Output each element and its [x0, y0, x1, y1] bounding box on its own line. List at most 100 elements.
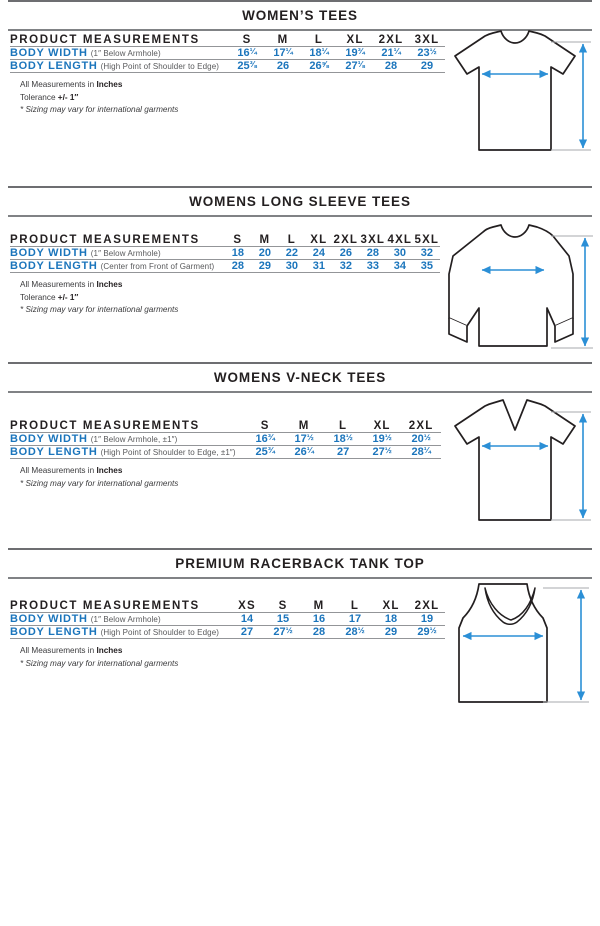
section-divider-under-title: [8, 577, 592, 579]
table-row-body-width: BODY WIDTH (1″ Below Armhole) 14 15 16 17 18…: [10, 612, 446, 626]
section-divider-top: [8, 362, 592, 364]
size-table: PRODUCT MEASUREMENTS S M L XL 2XL BODY WIDTH…: [10, 420, 441, 459]
product-measurements-header: PRODUCT MEASUREMENTS: [10, 234, 200, 246]
measurements-table-wrap: PRODUCT MEASUREMENTS S M L XL 2XL BODY WIDTH…: [0, 420, 441, 490]
body-length-label-cell: BODY LENGTH (High Point of Shoulder to E…: [10, 625, 230, 639]
product-measurements-header: PRODUCT MEASUREMENTS: [10, 600, 200, 612]
footnotes: All Measurements in Inches * Sizing may …: [10, 459, 441, 490]
table-row-body-length: BODY LENGTH (High Point of Shoulder to E…: [10, 59, 446, 73]
section-womens-v-neck-tees: WOMENS V-NECK TEES PRODUCT MEASUREMENTS …: [0, 362, 600, 548]
table-row-body-width: BODY WIDTH (1″ Below Armhole, ±1″) 16¾ 17…: [10, 432, 441, 446]
body-length-label: BODY LENGTH: [10, 60, 98, 72]
size-header-3xl: 3XL: [414, 34, 440, 46]
size-header-m: M: [298, 420, 310, 432]
body-length-value: 25¾: [245, 445, 285, 459]
body-length-value: 27: [323, 445, 363, 459]
body-width-value: 22: [278, 246, 306, 260]
size-header-m: M: [277, 34, 289, 46]
body-length-value: 27½: [362, 445, 402, 459]
body-width-value: 18: [373, 612, 410, 626]
size-header-s: S: [242, 34, 252, 46]
footnote-units: All Measurements in Inches: [20, 646, 123, 655]
section-title: WOMENS V-NECK TEES: [213, 370, 387, 385]
body-width-value: 30: [386, 246, 414, 260]
size-header-3xl: 3XL: [360, 234, 386, 246]
body-width-value: 28: [359, 246, 387, 260]
size-header-s: S: [260, 420, 270, 432]
body-width-value: 14: [229, 612, 266, 626]
body-width-label: BODY WIDTH: [10, 47, 88, 59]
size-header-m: M: [259, 234, 271, 246]
footnote-international: * Sizing may vary for international garm…: [20, 658, 179, 668]
body-width-value: 19: [409, 612, 446, 626]
footnote-units: All Measurements in Inches: [20, 280, 123, 289]
size-header-2xl: 2XL: [378, 34, 404, 46]
footnote-international: * Sizing may vary for international garm…: [20, 105, 179, 115]
measurements-table-wrap: PRODUCT MEASUREMENTS S M L XL 2XL 3XL BODY WI…: [0, 34, 446, 117]
body-length-label-cell: BODY LENGTH (High Point of Shoulder to E…: [10, 445, 246, 459]
footnote-international: * Sizing may vary for international garm…: [20, 478, 179, 488]
table-row-body-width: BODY WIDTH (1″ Below Armhole) 18 20 22 24 26…: [10, 246, 441, 260]
size-table: PRODUCT MEASUREMENTS S M L XL 2XL 3XL BODY WI…: [10, 34, 446, 73]
section-womens-long-sleeve-tees: WOMENS LONG SLEEVE TEES PRODUCT MEASUREM…: [0, 186, 600, 362]
body-length-label: BODY LENGTH: [10, 260, 98, 272]
body-length-value: 27½: [265, 625, 302, 639]
body-width-value: 32: [413, 246, 441, 260]
footnote-units: All Measurements in Inches: [20, 80, 123, 89]
body-width-note: (1″ Below Armhole): [90, 49, 161, 58]
body-length-value: 32: [332, 259, 360, 273]
body-width-note: (1″ Below Armhole): [90, 615, 161, 624]
section-divider-under-title: [8, 391, 592, 393]
section-divider-under-title: [8, 29, 592, 31]
size-header-5xl: 5XL: [414, 234, 440, 246]
size-header-s: S: [233, 234, 243, 246]
footnotes: All Measurements in Inches * Sizing may …: [10, 639, 445, 670]
body-width-value: 15: [265, 612, 302, 626]
body-width-value: 26: [332, 246, 360, 260]
footnote-international: * Sizing may vary for international garm…: [20, 305, 179, 315]
body-width-value: 17: [337, 612, 374, 626]
body-width-label: BODY WIDTH: [10, 433, 88, 445]
body-width-value: 16¾: [245, 432, 285, 446]
section-title: PREMIUM RACERBACK TANK TOP: [175, 556, 425, 571]
size-header-xl: XL: [382, 600, 400, 612]
body-length-value: 28: [224, 259, 252, 273]
footnotes: All Measurements in Inches Tolerance +/-…: [10, 73, 445, 117]
body-length-value: 29: [409, 59, 446, 73]
size-header-l: L: [339, 420, 348, 432]
body-length-value: 27⅛: [337, 59, 374, 73]
body-length-value: 27: [229, 625, 266, 639]
body-length-value: 33: [359, 259, 387, 273]
body-length-label: BODY LENGTH: [10, 626, 98, 638]
table-row-body-length: BODY LENGTH (High Point of Shoulder to E…: [10, 445, 441, 459]
section-divider-top: [8, 548, 592, 550]
body-width-value: 20½: [401, 432, 441, 446]
section-divider-top: [8, 0, 592, 2]
body-width-value: 17¼: [265, 46, 302, 60]
body-length-label-cell: BODY LENGTH (High Point of Shoulder to E…: [10, 59, 230, 73]
body-length-value: 30: [278, 259, 306, 273]
product-measurements-header: PRODUCT MEASUREMENTS: [10, 420, 200, 432]
body-width-label: BODY WIDTH: [10, 613, 88, 625]
body-width-label-cell: BODY WIDTH (1″ Below Armhole): [10, 46, 230, 60]
section-premium-racerback-tank-top: PREMIUM RACERBACK TANK TOP PRODUCT MEASU…: [0, 548, 600, 728]
table-header-row: PRODUCT MEASUREMENTS S M L XL 2XL: [10, 420, 441, 433]
body-width-value: 19½: [362, 432, 402, 446]
body-length-note: (High Point of Shoulder to Edge): [100, 62, 220, 71]
section-title: WOMEN’S TEES: [242, 8, 358, 23]
body-width-value: 16¼: [229, 46, 266, 60]
body-length-value: 35: [413, 259, 441, 273]
size-header-2xl: 2XL: [414, 600, 440, 612]
body-length-note: (High Point of Shoulder to Edge): [100, 628, 220, 637]
size-header-l: L: [314, 34, 324, 46]
body-width-label-cell: BODY WIDTH (1″ Below Armhole): [10, 612, 230, 626]
tshirt-long-sleeve-icon: [423, 222, 598, 367]
body-length-value: 29: [251, 259, 279, 273]
body-length-value: 26: [265, 59, 302, 73]
body-width-value: 23½: [409, 46, 446, 60]
section-title: WOMENS LONG SLEEVE TEES: [189, 194, 411, 209]
body-width-value: 24: [305, 246, 333, 260]
size-header-l: L: [350, 600, 360, 612]
footnote-tolerance: Tolerance +/- 1″: [20, 92, 79, 102]
